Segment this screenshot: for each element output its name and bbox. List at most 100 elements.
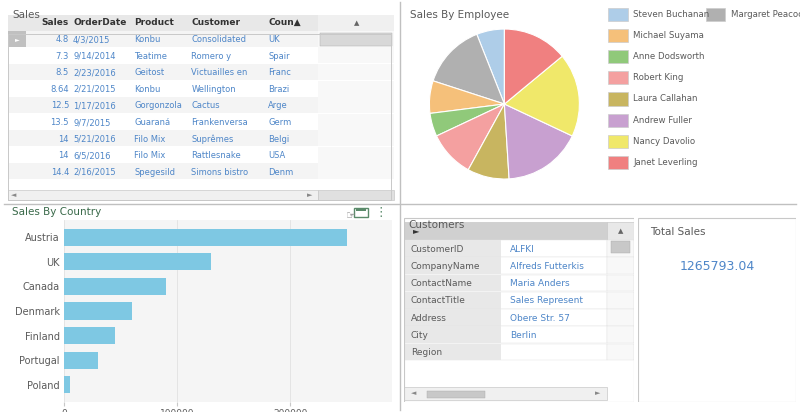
FancyBboxPatch shape bbox=[606, 344, 634, 360]
FancyBboxPatch shape bbox=[8, 130, 318, 146]
Text: 4.8: 4.8 bbox=[56, 35, 69, 44]
Text: 14.4: 14.4 bbox=[50, 168, 69, 177]
Text: Simons bistro: Simons bistro bbox=[191, 168, 249, 177]
Text: CompanyName: CompanyName bbox=[411, 262, 481, 271]
Text: Robert King: Robert King bbox=[634, 73, 684, 82]
FancyBboxPatch shape bbox=[318, 97, 394, 113]
Text: Sales: Sales bbox=[42, 19, 69, 27]
FancyBboxPatch shape bbox=[319, 33, 393, 46]
FancyBboxPatch shape bbox=[608, 50, 627, 63]
Text: Rattlesnake: Rattlesnake bbox=[191, 151, 241, 160]
Text: 2/16/2015: 2/16/2015 bbox=[73, 168, 116, 177]
FancyBboxPatch shape bbox=[8, 190, 318, 200]
FancyBboxPatch shape bbox=[318, 164, 394, 179]
Text: 8.64: 8.64 bbox=[50, 85, 69, 94]
FancyBboxPatch shape bbox=[608, 114, 627, 127]
Text: Maria Anders: Maria Anders bbox=[510, 279, 570, 288]
FancyBboxPatch shape bbox=[318, 114, 394, 130]
FancyBboxPatch shape bbox=[404, 275, 501, 291]
Text: Frankenversa: Frankenversa bbox=[191, 118, 248, 127]
Wedge shape bbox=[430, 81, 504, 113]
FancyBboxPatch shape bbox=[606, 258, 634, 274]
Text: City: City bbox=[411, 331, 429, 340]
Text: ContactName: ContactName bbox=[411, 279, 473, 288]
FancyBboxPatch shape bbox=[8, 81, 26, 96]
Text: Steven Buchanan: Steven Buchanan bbox=[634, 9, 710, 19]
Text: ►: ► bbox=[595, 390, 600, 396]
FancyBboxPatch shape bbox=[608, 7, 627, 21]
FancyBboxPatch shape bbox=[404, 326, 606, 343]
Text: Brazi: Brazi bbox=[268, 85, 290, 94]
Text: UK: UK bbox=[268, 35, 280, 44]
Text: Belgi: Belgi bbox=[268, 135, 290, 144]
Text: Michael Suyama: Michael Suyama bbox=[634, 31, 704, 40]
FancyBboxPatch shape bbox=[606, 309, 634, 326]
FancyBboxPatch shape bbox=[606, 240, 634, 257]
Text: 9/14/2014: 9/14/2014 bbox=[73, 52, 115, 61]
Text: Spair: Spair bbox=[268, 52, 290, 61]
FancyBboxPatch shape bbox=[404, 240, 606, 257]
Text: Product: Product bbox=[134, 19, 174, 27]
Text: USA: USA bbox=[268, 151, 286, 160]
FancyBboxPatch shape bbox=[608, 29, 627, 42]
Text: 13.5: 13.5 bbox=[50, 118, 69, 127]
FancyBboxPatch shape bbox=[8, 47, 26, 63]
Text: Andrew Fuller: Andrew Fuller bbox=[634, 116, 692, 125]
Text: Konbu: Konbu bbox=[134, 85, 161, 94]
FancyBboxPatch shape bbox=[404, 275, 606, 291]
Bar bbox=[64, 253, 211, 270]
Text: OrderDate: OrderDate bbox=[73, 19, 126, 27]
Text: Geitost: Geitost bbox=[134, 68, 164, 77]
Wedge shape bbox=[430, 104, 504, 136]
Text: Sales Represent: Sales Represent bbox=[510, 296, 583, 305]
FancyBboxPatch shape bbox=[8, 114, 318, 130]
Text: ►: ► bbox=[14, 37, 19, 42]
Text: Nancy Davolio: Nancy Davolio bbox=[634, 137, 695, 146]
Wedge shape bbox=[468, 104, 509, 179]
Text: Coun▲: Coun▲ bbox=[268, 19, 301, 27]
Text: Denm: Denm bbox=[268, 168, 294, 177]
Text: 7.3: 7.3 bbox=[56, 52, 69, 61]
Text: Alfreds Futterkis: Alfreds Futterkis bbox=[510, 262, 584, 271]
Text: Janet Leverling: Janet Leverling bbox=[634, 158, 698, 167]
Wedge shape bbox=[433, 34, 504, 104]
Text: Gorgonzola: Gorgonzola bbox=[134, 101, 182, 110]
Text: 5/21/2016: 5/21/2016 bbox=[73, 135, 116, 144]
Text: Address: Address bbox=[411, 314, 446, 323]
FancyBboxPatch shape bbox=[608, 135, 627, 148]
Wedge shape bbox=[504, 104, 572, 179]
FancyBboxPatch shape bbox=[8, 164, 26, 179]
FancyBboxPatch shape bbox=[318, 31, 394, 47]
Text: ALFKI: ALFKI bbox=[510, 245, 534, 253]
Text: Spegesild: Spegesild bbox=[134, 168, 175, 177]
Bar bbox=[64, 302, 132, 320]
FancyBboxPatch shape bbox=[8, 164, 318, 179]
FancyBboxPatch shape bbox=[8, 31, 26, 47]
Text: Cactus: Cactus bbox=[191, 101, 220, 110]
Text: ►: ► bbox=[414, 226, 420, 235]
Text: Wellington: Wellington bbox=[191, 85, 236, 94]
FancyBboxPatch shape bbox=[404, 292, 606, 309]
FancyBboxPatch shape bbox=[318, 47, 394, 63]
Text: Region: Region bbox=[411, 348, 442, 357]
FancyBboxPatch shape bbox=[404, 258, 501, 274]
FancyBboxPatch shape bbox=[608, 92, 627, 105]
FancyBboxPatch shape bbox=[608, 156, 627, 169]
Text: ◄: ◄ bbox=[11, 192, 17, 198]
FancyBboxPatch shape bbox=[318, 130, 394, 146]
FancyBboxPatch shape bbox=[606, 292, 634, 309]
Text: Berlin: Berlin bbox=[510, 331, 537, 340]
Text: 2/23/2016: 2/23/2016 bbox=[73, 68, 116, 77]
Wedge shape bbox=[504, 56, 579, 136]
FancyBboxPatch shape bbox=[8, 15, 318, 31]
Bar bbox=[64, 352, 98, 369]
Text: 14: 14 bbox=[58, 135, 69, 144]
Bar bbox=[64, 229, 346, 246]
FancyBboxPatch shape bbox=[356, 208, 366, 211]
Text: ▲: ▲ bbox=[618, 228, 623, 234]
FancyBboxPatch shape bbox=[706, 7, 726, 21]
Text: ◄: ◄ bbox=[410, 390, 416, 396]
Text: 9/7/2015: 9/7/2015 bbox=[73, 118, 110, 127]
FancyBboxPatch shape bbox=[318, 15, 394, 31]
FancyBboxPatch shape bbox=[318, 147, 394, 163]
